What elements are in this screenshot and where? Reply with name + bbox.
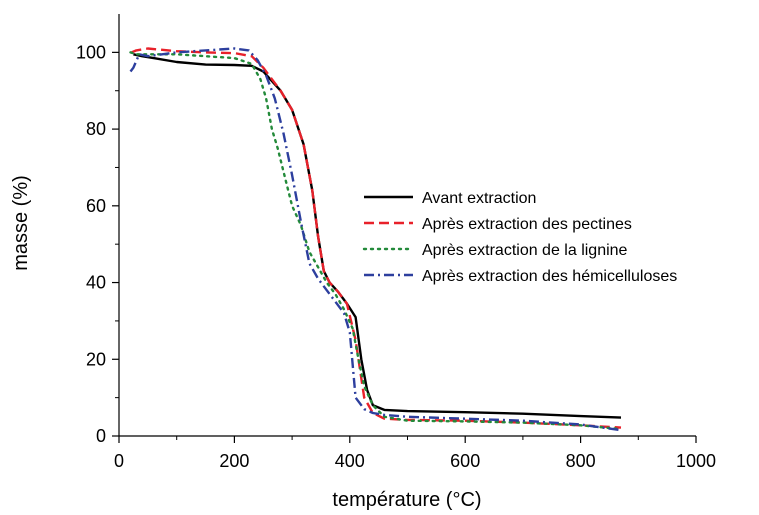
- series-line-1: [133, 53, 622, 419]
- legend-label-4: Après extraction des hémicelluloses: [422, 268, 677, 285]
- legend-label-3: Après extraction de la lignine: [422, 242, 628, 259]
- y-tick-label: 40: [86, 273, 106, 293]
- y-axis-title: masse (%): [10, 175, 32, 271]
- y-tick-label: 80: [86, 119, 106, 139]
- y-tick-label: 0: [96, 426, 106, 446]
- series-line-2: [131, 47, 622, 429]
- series-layer: [129, 47, 623, 432]
- series-line-4: [129, 47, 622, 432]
- y-tick-label: 100: [76, 42, 106, 62]
- x-tick-label: 1000: [676, 451, 716, 471]
- x-tick-label: 200: [219, 451, 249, 471]
- y-tick-label: 20: [86, 349, 106, 369]
- legend-label-2: Après extraction des pectines: [422, 216, 632, 233]
- x-tick-label: 800: [566, 451, 596, 471]
- y-tick-label: 60: [86, 196, 106, 216]
- x-tick-label: 600: [450, 451, 480, 471]
- x-tick-label: 0: [114, 451, 124, 471]
- x-tick-label: 400: [335, 451, 365, 471]
- axes: 0 200 400 600 800 1000 0 20 40 60 80 100: [76, 14, 716, 471]
- legend: Avant extraction Après extraction des pec…: [362, 190, 677, 285]
- x-axis-title: température (°C): [332, 489, 481, 511]
- series-line-3: [129, 51, 623, 431]
- legend-label-1: Avant extraction: [422, 190, 536, 207]
